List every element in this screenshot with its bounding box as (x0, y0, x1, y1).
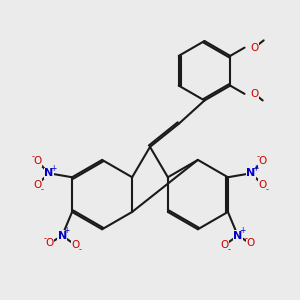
Text: O: O (33, 179, 41, 190)
Text: O: O (250, 43, 259, 52)
Text: -: - (44, 234, 46, 243)
Text: O: O (259, 156, 267, 167)
Text: -: - (256, 152, 260, 161)
Text: N: N (233, 231, 242, 241)
Text: O: O (46, 238, 54, 248)
Text: -: - (228, 245, 231, 254)
Text: -: - (31, 152, 34, 161)
Text: O: O (71, 240, 80, 250)
Text: N: N (246, 168, 256, 178)
Text: +: + (252, 164, 259, 173)
Text: O: O (259, 179, 267, 190)
Text: N: N (44, 168, 54, 178)
Text: O: O (246, 238, 254, 248)
Text: +: + (239, 226, 245, 235)
Text: -: - (79, 245, 82, 254)
Text: -: - (40, 184, 43, 194)
Text: N: N (58, 231, 67, 241)
Text: -: - (244, 234, 247, 243)
Text: O: O (250, 89, 259, 99)
Text: +: + (63, 226, 70, 235)
Text: -: - (266, 184, 269, 194)
Text: +: + (50, 164, 56, 173)
Text: O: O (33, 156, 41, 167)
Text: O: O (220, 240, 229, 250)
